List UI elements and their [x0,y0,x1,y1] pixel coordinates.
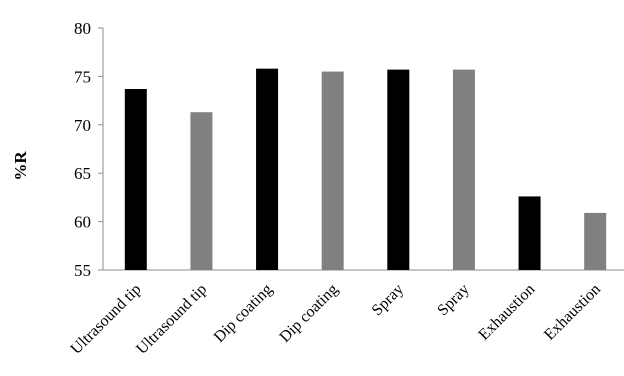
x-tick-label: Ultrasound tip [133,281,210,358]
bar [518,196,541,270]
bar [321,71,344,270]
x-tick-label: Dip coating [211,281,276,346]
y-axis-title: %R [11,151,30,181]
bar-group [124,68,607,271]
y-tick-label: 75 [74,67,91,86]
bar [124,88,147,270]
bar [452,69,475,271]
y-tick-group: 55 60 65 70 75 80 [74,19,103,280]
bar [256,68,279,270]
bar [387,69,410,271]
y-tick-label: 70 [74,116,91,135]
bar [190,112,213,270]
y-tick-label: 65 [74,164,91,183]
x-tick-label: Spray [369,281,407,319]
y-tick-label: 60 [74,213,91,232]
bar [584,212,607,270]
x-tick-label: Dip coating [276,281,341,346]
x-tick-label: Exhaustion [475,281,538,344]
y-tick-label: 80 [74,19,91,38]
x-tick-label: Spray [434,281,472,319]
x-tick-label: Exhaustion [541,281,604,344]
y-tick-label: 55 [74,261,91,280]
